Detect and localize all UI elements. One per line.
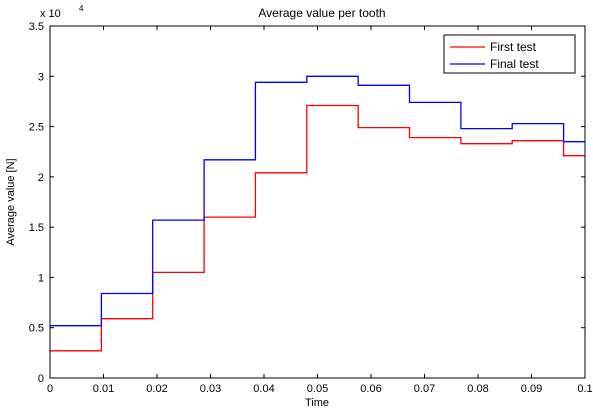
chart-title: Average value per tooth	[258, 6, 385, 20]
series-line-final-test	[50, 75, 585, 327]
x-tick-label: 0.02	[146, 383, 167, 395]
y-tick-label: 3.5	[29, 21, 44, 33]
x-tick-label: 0.09	[521, 383, 542, 395]
x-tick-label: 0.01	[93, 383, 114, 395]
y-tick-label: 3	[38, 71, 44, 83]
x-axis-title: Time	[305, 397, 329, 409]
legend: First test Final test	[443, 34, 576, 74]
x-tick-label: 0.03	[200, 383, 221, 395]
x-tick-label: 0	[47, 383, 53, 395]
y-tick-label: 1.5	[29, 222, 44, 234]
y-tick-label: 0.5	[29, 323, 44, 335]
y-tick-label: 2	[38, 172, 44, 184]
y-tick-label: 1	[38, 272, 44, 284]
x-tick-label: 0.08	[467, 383, 488, 395]
y-tick-label: 0	[38, 373, 44, 385]
x-tick-label: 0.07	[414, 383, 435, 395]
x-tick-label: 0.05	[307, 383, 328, 395]
x-tick-label: 0.06	[360, 383, 381, 395]
tick-layer: 0 0.01 0.02 0.03 0.04 0.05 0.06 0.07 0.08 0.09 0.1…	[29, 21, 593, 395]
series-line-first-test	[50, 104, 585, 352]
y-multiplier: x 10	[40, 8, 61, 20]
legend-label-final-test: Final test	[490, 57, 539, 71]
series-layer	[50, 75, 585, 352]
y-tick-label: 2.5	[29, 122, 44, 134]
x-tick-label: 0.1	[577, 383, 592, 395]
legend-box	[443, 34, 576, 74]
legend-label-first-test: First test	[490, 40, 537, 54]
y-exponent: 4	[79, 4, 84, 13]
plot-frame	[49, 25, 586, 379]
x-tick-label: 0.04	[253, 383, 274, 395]
y-axis-title: Average value [N]	[5, 158, 17, 245]
